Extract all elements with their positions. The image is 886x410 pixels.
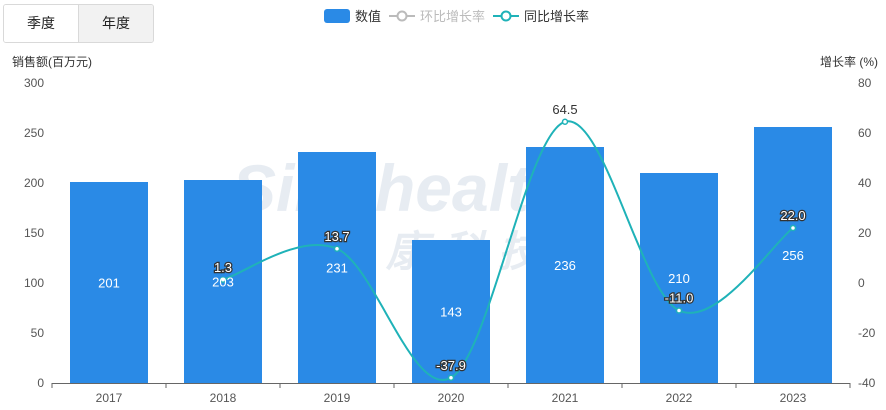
bar[interactable] [70, 182, 148, 383]
line-value-label: 1.3 [214, 260, 232, 275]
tab-year[interactable]: 年度 [78, 5, 153, 42]
line-point[interactable] [561, 118, 569, 125]
y-right-tick-label: 20 [858, 226, 872, 240]
line-value-label: -37.9 [436, 358, 466, 373]
bar[interactable] [298, 152, 376, 383]
line-point[interactable] [219, 276, 227, 283]
legend-line-swatch-icon [389, 10, 416, 21]
data-labels: 201 203 231 143 236 210 256 1.3 13.7 -37.9 64.5 -11… [98, 102, 807, 374]
y-left-tick-label: 300 [24, 76, 44, 90]
y-right-tick-label: -40 [858, 376, 876, 390]
legend-item-mom[interactable]: 环比增长率 [389, 6, 485, 25]
y-right-tick-label: 60 [858, 126, 872, 140]
line-point[interactable] [447, 374, 455, 381]
legend-label: 环比增长率 [420, 9, 486, 24]
watermark-latin: Sinohealth [232, 151, 569, 225]
y-left-tick-label: 0 [37, 376, 44, 390]
line-value-label: 64.5 [552, 102, 577, 117]
x-tick-label: 2019 [324, 391, 351, 405]
line-point[interactable] [789, 224, 797, 232]
y-right-tick-label: 40 [858, 176, 872, 190]
bar-value-label: 201 [98, 276, 120, 291]
x-tick-label: 2023 [780, 391, 807, 405]
y-left-tick-label: 200 [24, 176, 44, 190]
bar-value-label: 210 [668, 271, 690, 286]
line-point[interactable] [333, 245, 341, 252]
period-tabs: 季度 年度 [3, 4, 154, 43]
y-right-tick-label: 80 [858, 76, 872, 90]
line-value-label: 22.0 [780, 208, 805, 223]
legend-bar-swatch [324, 8, 350, 23]
y-left-tick-label: 50 [31, 326, 45, 340]
y-left-axis-title: 销售额(百万元) [12, 54, 92, 69]
bar-value-label: 231 [326, 261, 348, 276]
line-value-label: 13.7 [324, 229, 349, 244]
legend-label: 数值 [355, 9, 382, 24]
x-tick-label: 2021 [552, 391, 579, 405]
y-left-tick-label: 150 [24, 226, 44, 240]
chart-legend: 数值 环比增长率 同比增长率 [324, 6, 597, 25]
bar[interactable] [526, 147, 604, 383]
x-tick-label: 2017 [96, 391, 123, 405]
x-tick-label: 2018 [210, 391, 237, 405]
x-tick-label: 2020 [438, 391, 465, 405]
y-left-tick-label: 100 [24, 276, 44, 290]
y-left-tick-label: 250 [24, 126, 44, 140]
y-right-tick-label: -20 [858, 326, 876, 340]
y-right-axis-title: 增长率 (%) [820, 54, 878, 69]
legend-item-value[interactable]: 数值 [324, 6, 381, 25]
bar-value-label: 256 [782, 248, 804, 263]
bar[interactable] [412, 240, 490, 383]
y-right-tick-label: 0 [858, 276, 865, 290]
bar-value-label: 143 [440, 305, 462, 320]
bar-value-label: 236 [554, 258, 576, 273]
tab-quarter[interactable]: 季度 [4, 5, 78, 42]
line-value-label: -11.0 [665, 291, 694, 306]
x-tick-label: 2022 [666, 391, 693, 405]
bar-value-label: 203 [212, 275, 234, 290]
line-point[interactable] [675, 307, 683, 314]
axes: 2017 2018 2019 2020 2021 2022 2023050100150200… [12, 54, 878, 405]
legend-line-swatch-icon [493, 10, 520, 21]
growth-line [219, 118, 797, 381]
legend-label: 同比增长率 [524, 9, 590, 24]
legend-item-yoy[interactable]: 同比增长率 [493, 6, 589, 25]
